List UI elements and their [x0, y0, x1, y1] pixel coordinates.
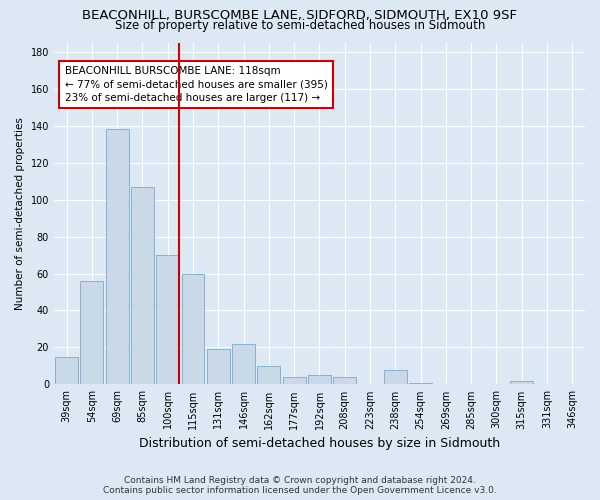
Text: Size of property relative to semi-detached houses in Sidmouth: Size of property relative to semi-detach…	[115, 19, 485, 32]
Text: BEACONHILL, BURSCOMBE LANE, SIDFORD, SIDMOUTH, EX10 9SF: BEACONHILL, BURSCOMBE LANE, SIDFORD, SID…	[83, 9, 517, 22]
Bar	[409, 382, 432, 384]
Bar	[308, 375, 331, 384]
Text: BEACONHILL BURSCOMBE LANE: 118sqm
← 77% of semi-detached houses are smaller (395: BEACONHILL BURSCOMBE LANE: 118sqm ← 77% …	[65, 66, 328, 103]
Y-axis label: Number of semi-detached properties: Number of semi-detached properties	[15, 117, 25, 310]
Bar	[157, 255, 179, 384]
Bar	[257, 366, 280, 384]
Bar	[334, 377, 356, 384]
Bar	[55, 356, 78, 384]
Bar	[106, 130, 128, 384]
X-axis label: Distribution of semi-detached houses by size in Sidmouth: Distribution of semi-detached houses by …	[139, 437, 500, 450]
Bar	[207, 350, 230, 384]
Bar	[80, 281, 103, 384]
Bar	[511, 380, 533, 384]
Bar	[232, 344, 255, 385]
Bar	[283, 377, 305, 384]
Bar	[182, 274, 205, 384]
Bar	[131, 186, 154, 384]
Bar	[384, 370, 407, 384]
Text: Contains HM Land Registry data © Crown copyright and database right 2024.
Contai: Contains HM Land Registry data © Crown c…	[103, 476, 497, 495]
